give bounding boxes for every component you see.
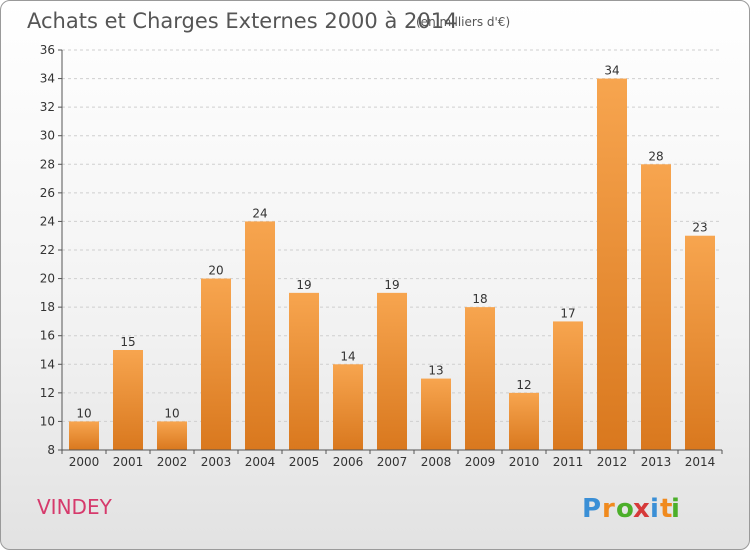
x-tick-label: 2002 xyxy=(157,455,188,469)
bar xyxy=(509,392,539,450)
x-tick-label: 2006 xyxy=(333,455,364,469)
x-tick-label: 2013 xyxy=(641,455,672,469)
data-label: 18 xyxy=(472,292,487,306)
data-label: 24 xyxy=(252,206,267,220)
data-label: 17 xyxy=(560,306,575,320)
data-label: 19 xyxy=(296,278,311,292)
y-tick-label: 8 xyxy=(47,443,55,457)
y-tick-label: 16 xyxy=(40,329,55,343)
y-tick-label: 12 xyxy=(40,386,55,400)
y-axis: 8 10 12 14 16 18 20 22 24 26 28 30 32 34 36 xyxy=(40,43,63,457)
data-label: 10 xyxy=(76,406,91,420)
bars: 10 15 10 20 24 19 14 19 13 18 12 17 34 28 23 xyxy=(69,64,715,451)
y-tick-label: 14 xyxy=(40,357,55,371)
x-tick-label: 2003 xyxy=(201,455,232,469)
bar xyxy=(685,235,715,450)
bar xyxy=(333,364,363,450)
y-tick-label: 36 xyxy=(40,43,55,57)
x-tick-label: 2004 xyxy=(245,455,276,469)
bar xyxy=(553,321,583,450)
chart-title: Achats et Charges Externes 2000 à 2014 xyxy=(27,9,457,33)
bar xyxy=(377,292,407,450)
y-tick-label: 34 xyxy=(40,72,55,86)
data-label: 14 xyxy=(340,349,355,363)
data-label: 15 xyxy=(120,335,135,349)
y-tick-label: 30 xyxy=(40,129,55,143)
bar xyxy=(201,278,231,450)
data-label: 23 xyxy=(692,221,707,235)
x-tick-label: 2011 xyxy=(553,455,584,469)
x-tick-label: 2009 xyxy=(465,455,496,469)
data-label: 12 xyxy=(516,378,531,392)
x-tick-label: 2014 xyxy=(685,455,716,469)
y-tick-label: 32 xyxy=(40,100,55,114)
data-label: 34 xyxy=(604,64,619,78)
x-tick-label: 2010 xyxy=(509,455,540,469)
bar xyxy=(465,307,495,450)
x-tick-label: 2000 xyxy=(69,455,100,469)
bar xyxy=(641,164,671,451)
logo-letter: t xyxy=(660,494,672,524)
x-tick-label: 2007 xyxy=(377,455,408,469)
logo-letter: P xyxy=(582,494,601,524)
bar xyxy=(597,78,627,451)
logo-letter: x xyxy=(633,494,650,524)
x-axis: 2000 2001 2002 2003 2004 2005 2006 2007 2008 2009… xyxy=(61,449,723,469)
x-tick-label: 2005 xyxy=(289,455,320,469)
data-label: 10 xyxy=(164,406,179,420)
y-tick-label: 26 xyxy=(40,186,55,200)
bar xyxy=(157,421,187,450)
logo-letter: o xyxy=(616,494,634,524)
commune-name: VINDEY xyxy=(37,495,113,519)
logo-letter: r xyxy=(602,494,615,524)
logo-letter: i xyxy=(671,494,680,524)
y-tick-label: 22 xyxy=(40,243,55,257)
y-tick-label: 20 xyxy=(40,272,55,286)
logo-letter: i xyxy=(650,494,659,524)
bar xyxy=(289,292,319,450)
y-tick-label: 18 xyxy=(40,300,55,314)
x-tick-label: 2001 xyxy=(113,455,144,469)
data-label: 13 xyxy=(428,364,443,378)
data-label: 20 xyxy=(208,264,223,278)
x-tick-label: 2012 xyxy=(597,455,628,469)
data-label: 19 xyxy=(384,278,399,292)
data-label: 28 xyxy=(648,149,663,163)
bar xyxy=(245,221,275,450)
y-tick-label: 24 xyxy=(40,214,55,228)
y-tick-label: 10 xyxy=(40,414,55,428)
chart-subtitle: (en milliers d'€) xyxy=(416,15,510,29)
x-tick-label: 2008 xyxy=(421,455,452,469)
bar xyxy=(113,350,143,450)
bar xyxy=(69,421,99,450)
y-tick-label: 28 xyxy=(40,157,55,171)
bar xyxy=(421,378,451,450)
